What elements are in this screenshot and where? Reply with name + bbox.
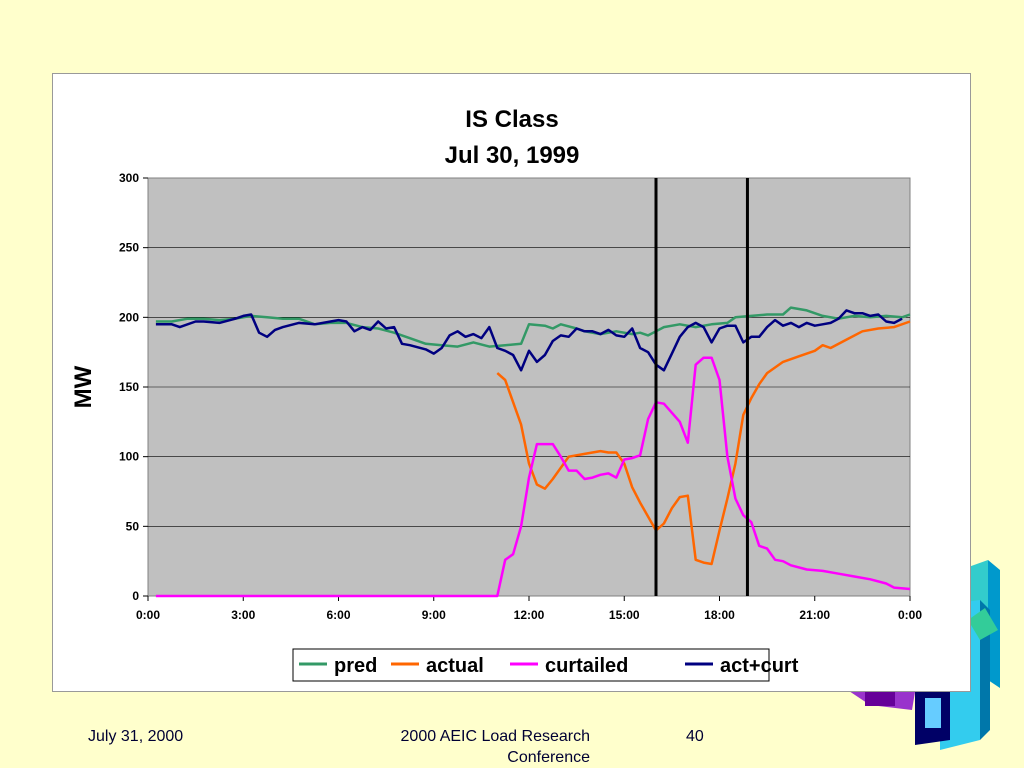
chart-panel: 0 50 100 150 200 250 300 0:00 3:00 6:00 9:00 12:00…: [52, 73, 971, 692]
y-tick-label: 300: [119, 171, 139, 185]
chart-subtitle: Jul 30, 1999: [445, 142, 580, 169]
x-tick-label: 15:00: [609, 608, 640, 622]
x-tick-label: 0:00: [898, 608, 922, 622]
y-tick-label: 0: [132, 589, 139, 603]
line-chart: 0 50 100 150 200 250 300 0:00 3:00 6:00 9:00 12:00…: [70, 106, 922, 682]
y-tick-label: 250: [119, 241, 139, 255]
y-tick-label: 200: [119, 310, 139, 324]
y-tick-label: 50: [126, 519, 140, 533]
legend-label: curtailed: [545, 655, 628, 677]
x-tick-label: 0:00: [136, 608, 160, 622]
footer-date: July 31, 2000: [88, 728, 184, 745]
series-line-curtailed: [155, 356, 911, 598]
legend-label: act+curt: [720, 655, 799, 677]
x-tick-label: 18:00: [704, 608, 735, 622]
x-tick-label: 12:00: [514, 608, 545, 622]
y-tick-label: 100: [119, 450, 139, 464]
legend-label: pred: [334, 655, 377, 677]
y-axis-ticks: 0 50 100 150 200 250 300: [119, 171, 148, 603]
series-lines: [155, 306, 911, 598]
vertical-markers: [654, 178, 749, 596]
series-line-actual: [496, 320, 911, 566]
x-tick-label: 9:00: [422, 608, 446, 622]
footer-page-number: 40: [686, 728, 704, 745]
footer-conference: 2000 AEIC Load Research Conference: [400, 728, 590, 766]
green-block: [968, 608, 998, 640]
x-tick-label: 6:00: [326, 608, 350, 622]
chart-title: IS Class: [465, 106, 558, 133]
series-line-pred: [155, 306, 911, 348]
navy-pillar: [915, 675, 950, 745]
legend: pred actual curtailed act+curt: [292, 648, 799, 682]
legend-label: actual: [426, 655, 484, 677]
x-tick-label: 3:00: [231, 608, 255, 622]
x-axis-ticks: 0:00 3:00 6:00 9:00 12:00 15:00 18:00 21:00 0:00: [136, 596, 922, 622]
legend-items: pred actual curtailed act+curt: [299, 655, 799, 677]
x-tick-label: 21:00: [799, 608, 830, 622]
series-line-act-curt: [155, 309, 903, 372]
y-axis-label: MW: [70, 365, 97, 408]
y-tick-label: 150: [119, 380, 139, 394]
